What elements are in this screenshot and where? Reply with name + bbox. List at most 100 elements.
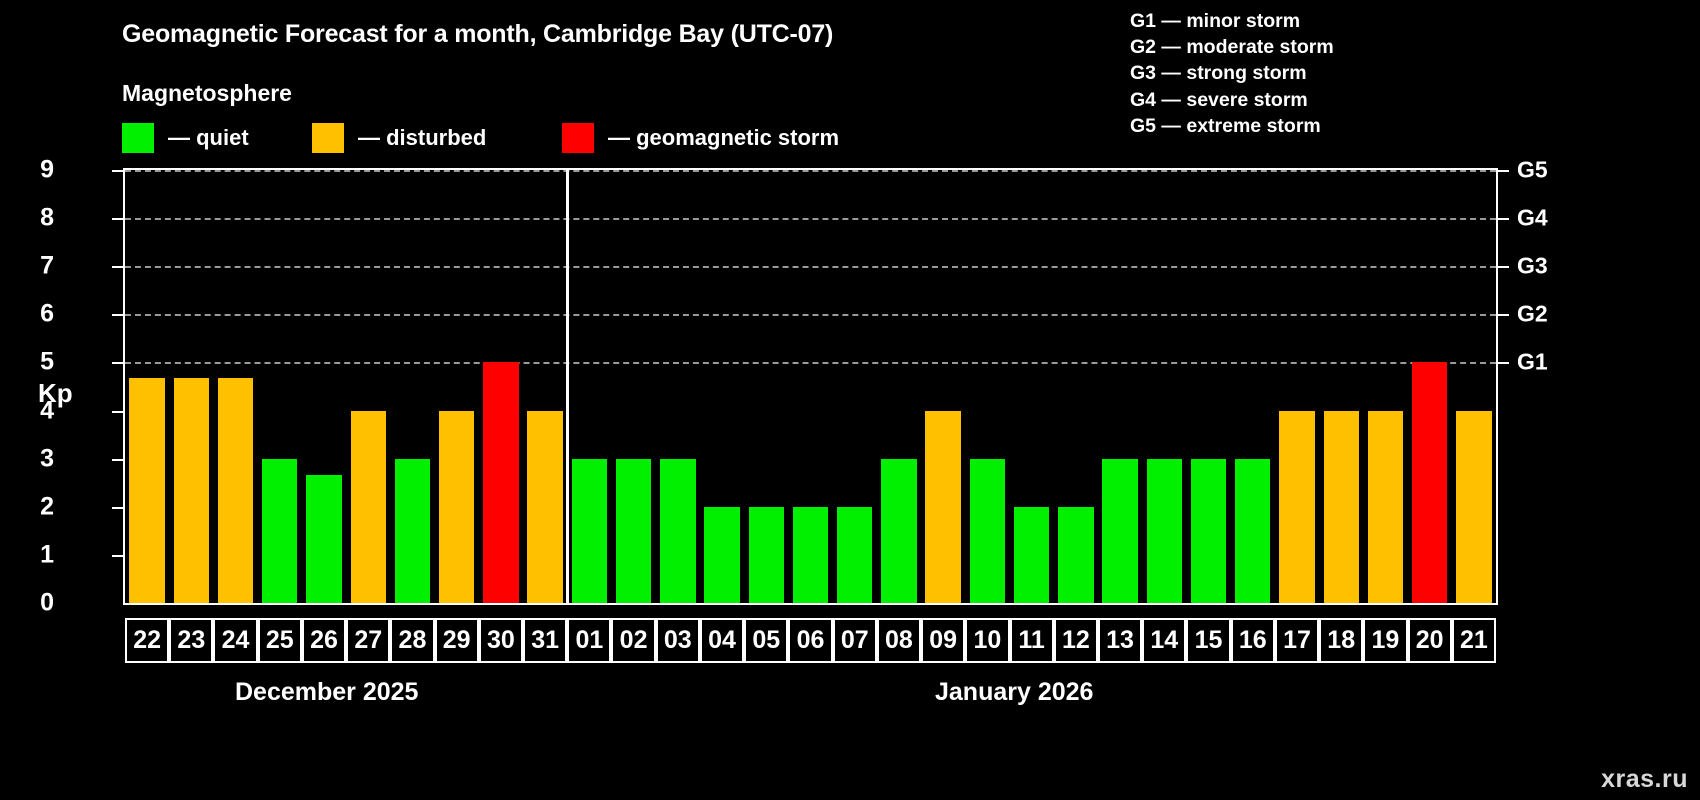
legend-swatch-storm — [562, 123, 594, 153]
bar-day-12[interactable] — [1058, 506, 1094, 603]
kp-tick-label-6: 6 — [40, 299, 54, 328]
bar-day-30[interactable] — [483, 362, 519, 603]
bar-day-03[interactable] — [660, 458, 696, 603]
bar-day-25[interactable] — [262, 458, 298, 603]
day-cell-13[interactable]: 13 — [1097, 618, 1143, 663]
day-cell-31[interactable]: 31 — [523, 618, 568, 663]
bar-day-28[interactable] — [394, 458, 431, 603]
bar-day-18[interactable] — [1323, 410, 1359, 603]
bar-day-06[interactable] — [792, 506, 829, 603]
day-cell-27[interactable]: 27 — [346, 618, 391, 663]
g-tick-label-g3: G3 — [1517, 252, 1548, 279]
magnetosphere-label: Magnetosphere — [122, 80, 292, 106]
legend-label-quiet: — quiet — [168, 125, 249, 150]
g-tick-label-g1: G1 — [1517, 348, 1548, 375]
day-cell-10[interactable]: 10 — [965, 618, 1010, 663]
day-cell-24[interactable]: 24 — [213, 618, 258, 663]
g-tick-mark-g1 — [1498, 362, 1509, 365]
bar-day-05[interactable] — [748, 506, 784, 603]
g-tick-label-g4: G4 — [1517, 204, 1548, 231]
day-cell-22[interactable]: 22 — [125, 618, 170, 663]
kp-tick-label-5: 5 — [40, 347, 54, 376]
storm-scale-item-g4: G4 — severe storm — [1130, 88, 1308, 111]
bar-day-22[interactable] — [129, 378, 165, 603]
bar-day-11[interactable] — [1013, 506, 1050, 603]
day-cell-08[interactable]: 08 — [876, 618, 922, 663]
day-cell-04[interactable]: 04 — [699, 618, 745, 663]
day-cell-18[interactable]: 18 — [1319, 618, 1364, 663]
storm-scale-item-g1: G1 — minor storm — [1130, 10, 1301, 32]
kp-tick-label-3: 3 — [40, 444, 54, 473]
gridline-kp-6 — [125, 314, 1496, 317]
day-cell-03[interactable]: 03 — [655, 618, 700, 663]
bar-day-08[interactable] — [881, 458, 917, 603]
day-cell-17[interactable]: 17 — [1274, 618, 1320, 663]
bar-day-10[interactable] — [969, 458, 1006, 603]
month-separator-line — [565, 170, 569, 603]
bar-day-16[interactable] — [1235, 458, 1271, 603]
g-tick-mark-g3 — [1498, 266, 1509, 269]
day-cell-09[interactable]: 09 — [921, 618, 966, 663]
page-title: Geomagnetic Forecast for a month, Cambri… — [122, 20, 834, 48]
day-cell-21[interactable]: 21 — [1451, 618, 1496, 663]
bar-day-21[interactable] — [1456, 410, 1492, 603]
day-cell-01[interactable]: 01 — [567, 618, 612, 663]
legend-swatch-quiet — [122, 123, 154, 153]
day-cell-12[interactable]: 12 — [1053, 618, 1098, 663]
watermark: xras.ru — [1601, 765, 1688, 793]
legend-item-quiet: — quiet — [122, 122, 249, 154]
bar-day-26[interactable] — [306, 474, 342, 603]
plot-inner — [125, 170, 1496, 603]
day-cell-15[interactable]: 15 — [1186, 618, 1231, 663]
day-cell-06[interactable]: 06 — [788, 618, 833, 663]
day-cell-16[interactable]: 16 — [1230, 618, 1275, 663]
g-tick-mark-g5 — [1498, 170, 1509, 172]
day-axis: 22 23 24 25 26 27 28 29 30 31 01 02 03 04 05 06 07 08 09 10… — [123, 618, 1498, 663]
kp-axis-title: Kp — [38, 378, 73, 408]
kp-tick-mark-1 — [112, 554, 123, 557]
kp-tick-mark-4 — [112, 410, 123, 413]
legend-label-storm: — geomagnetic storm — [608, 125, 840, 150]
bar-day-31[interactable] — [527, 410, 563, 603]
bar-day-09[interactable] — [925, 410, 961, 603]
kp-tick-label-4: 4 — [40, 396, 54, 425]
day-cell-26[interactable]: 26 — [301, 618, 347, 663]
bar-day-23[interactable] — [173, 378, 210, 603]
bar-day-20[interactable] — [1411, 362, 1448, 603]
bar-day-14[interactable] — [1146, 458, 1182, 603]
g-tick-label-g5: G5 — [1517, 156, 1548, 183]
bar-day-02[interactable] — [615, 458, 652, 603]
day-cell-07[interactable]: 07 — [832, 618, 877, 663]
day-cell-28[interactable]: 28 — [390, 618, 435, 663]
day-cell-02[interactable]: 02 — [611, 618, 656, 663]
kp-tick-mark-2 — [112, 506, 123, 509]
kp-tick-label-8: 8 — [40, 203, 54, 232]
day-cell-20[interactable]: 20 — [1407, 618, 1452, 663]
day-cell-05[interactable]: 05 — [744, 618, 789, 663]
day-cell-25[interactable]: 25 — [257, 618, 302, 663]
storm-scale-item-g5: G5 — extreme storm — [1130, 114, 1321, 137]
kp-tick-label-9: 9 — [40, 155, 54, 184]
day-cell-19[interactable]: 19 — [1363, 618, 1408, 663]
day-cell-23[interactable]: 23 — [169, 618, 214, 663]
day-cell-29[interactable]: 29 — [434, 618, 479, 663]
bar-day-13[interactable] — [1102, 458, 1138, 603]
day-cell-30[interactable]: 30 — [478, 618, 524, 663]
day-cell-14[interactable]: 14 — [1142, 618, 1187, 663]
bar-day-15[interactable] — [1190, 458, 1227, 603]
bar-day-04[interactable] — [704, 506, 740, 603]
bar-day-01[interactable] — [571, 458, 608, 603]
bar-day-19[interactable] — [1367, 410, 1404, 603]
g-tick-label-g2: G2 — [1517, 300, 1548, 327]
kp-tick-mark-6 — [112, 314, 123, 317]
storm-scale-item-g3: G3 — strong storm — [1130, 62, 1307, 85]
g-tick-mark-g4 — [1498, 218, 1509, 221]
day-cell-11[interactable]: 11 — [1009, 618, 1054, 663]
bar-day-29[interactable] — [439, 410, 475, 603]
gridline-kp-9 — [125, 170, 1496, 172]
plot-area — [123, 168, 1498, 605]
bar-day-27[interactable] — [350, 410, 386, 603]
bar-day-07[interactable] — [837, 506, 873, 603]
bar-day-17[interactable] — [1279, 410, 1315, 603]
bar-day-24[interactable] — [217, 378, 254, 603]
